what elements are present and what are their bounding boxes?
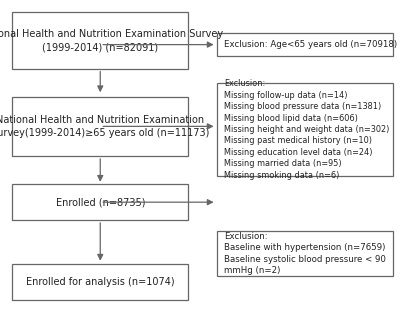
FancyBboxPatch shape xyxy=(217,231,393,276)
Text: Exclusion: Age<65 years old (n=70918): Exclusion: Age<65 years old (n=70918) xyxy=(224,40,397,49)
Text: National Health and Nutrition Examination
Survey(1999-2014)≥65 years old (n=1117: National Health and Nutrition Examinatio… xyxy=(0,115,209,138)
Text: Enrolled for analysis (n=1074): Enrolled for analysis (n=1074) xyxy=(26,276,174,287)
FancyBboxPatch shape xyxy=(217,33,393,56)
FancyBboxPatch shape xyxy=(12,12,188,69)
Text: Enrolled (n=8735): Enrolled (n=8735) xyxy=(55,197,145,207)
FancyBboxPatch shape xyxy=(217,83,393,176)
Text: Exclusion:
Missing follow-up data (n=14)
Missing blood pressure data (n=1381)
Mi: Exclusion: Missing follow-up data (n=14)… xyxy=(224,79,389,180)
FancyBboxPatch shape xyxy=(12,97,188,156)
FancyBboxPatch shape xyxy=(12,184,188,220)
FancyBboxPatch shape xyxy=(12,264,188,300)
Text: Exclusion:
Baseline with hypertension (n=7659)
Baseline systolic blood pressure : Exclusion: Baseline with hypertension (n… xyxy=(224,232,386,275)
Text: National Health and Nutrition Examination Survey
(1999-2014) (n=82091): National Health and Nutrition Examinatio… xyxy=(0,29,223,52)
